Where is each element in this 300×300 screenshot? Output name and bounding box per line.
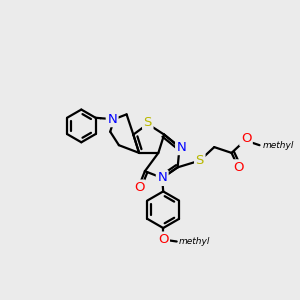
Text: O: O [158, 233, 168, 246]
Text: N: N [107, 113, 117, 126]
Text: O: O [134, 181, 144, 194]
Text: methyl: methyl [262, 141, 294, 150]
Text: O: O [233, 161, 244, 174]
Text: O: O [241, 132, 251, 145]
Text: N: N [158, 171, 167, 184]
Text: methyl: methyl [178, 237, 210, 246]
Text: S: S [196, 154, 204, 167]
Text: N: N [177, 141, 186, 154]
Text: S: S [144, 116, 152, 129]
